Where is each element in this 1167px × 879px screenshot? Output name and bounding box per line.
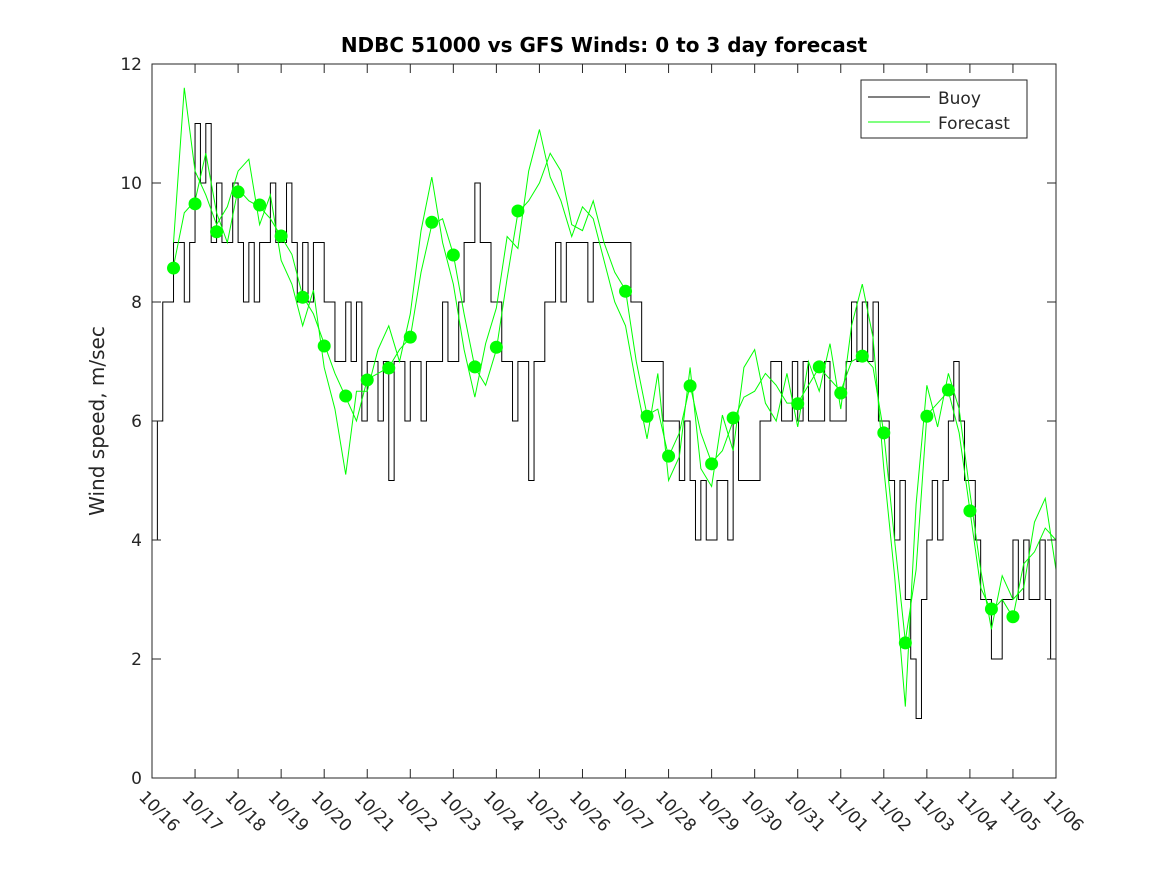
y-tick-label: 2 <box>131 650 142 670</box>
forecast-daily-point <box>425 215 439 229</box>
forecast-daily-point <box>468 360 482 374</box>
forecast-daily-point <box>339 389 353 403</box>
buoy-series-line <box>152 123 1056 719</box>
forecast-daily-point <box>984 602 998 616</box>
forecast-daily-point <box>898 636 912 650</box>
forecast-series-line-1 <box>173 152 1056 642</box>
forecast-daily-point <box>210 225 224 239</box>
forecast-daily-point <box>231 185 245 199</box>
forecast-daily-point <box>511 204 525 218</box>
legend-label-forecast: Forecast <box>938 114 1010 134</box>
forecast-daily-point <box>403 330 417 344</box>
y-tick-label: 10 <box>120 174 142 194</box>
y-tick-label: 4 <box>131 531 142 551</box>
forecast-daily-point <box>274 229 288 243</box>
y-tick-label: 6 <box>131 412 142 432</box>
forecast-daily-point <box>662 449 676 463</box>
y-tick-label: 12 <box>120 55 142 75</box>
forecast-daily-point <box>941 383 955 397</box>
forecast-daily-point <box>791 397 805 411</box>
y-tick-label: 0 <box>131 769 142 789</box>
legend-box <box>860 79 1028 139</box>
forecast-daily-point <box>726 411 740 425</box>
forecast-daily-point <box>640 409 654 423</box>
forecast-daily-point <box>446 248 460 262</box>
forecast-daily-point <box>253 198 267 212</box>
forecast-daily-point <box>489 340 503 354</box>
forecast-daily-point <box>834 386 848 400</box>
chart-title: NDBC 51000 vs GFS Winds: 0 to 3 day fore… <box>341 33 868 57</box>
forecast-daily-point <box>683 379 697 393</box>
forecast-daily-point <box>920 409 934 423</box>
forecast-daily-point <box>855 349 869 363</box>
y-axis-label: Wind speed, m/sec <box>85 326 109 516</box>
legend-label-buoy: Buoy <box>938 89 981 109</box>
forecast-daily-point <box>317 339 331 353</box>
forecast-daily-point <box>963 504 977 518</box>
forecast-daily-point <box>1006 610 1020 624</box>
forecast-daily-point <box>877 426 891 440</box>
forecast-daily-point <box>382 361 396 375</box>
forecast-daily-point <box>296 290 310 304</box>
legend: Buoy Forecast <box>860 79 1028 139</box>
y-tick-label: 8 <box>131 293 142 313</box>
forecast-daily-point <box>705 457 719 471</box>
forecast-daily-point <box>619 284 633 298</box>
forecast-daily-point <box>812 360 826 374</box>
forecast-daily-point <box>188 197 202 211</box>
forecast-daily-point <box>360 373 374 387</box>
forecast-daily-point <box>167 261 181 275</box>
